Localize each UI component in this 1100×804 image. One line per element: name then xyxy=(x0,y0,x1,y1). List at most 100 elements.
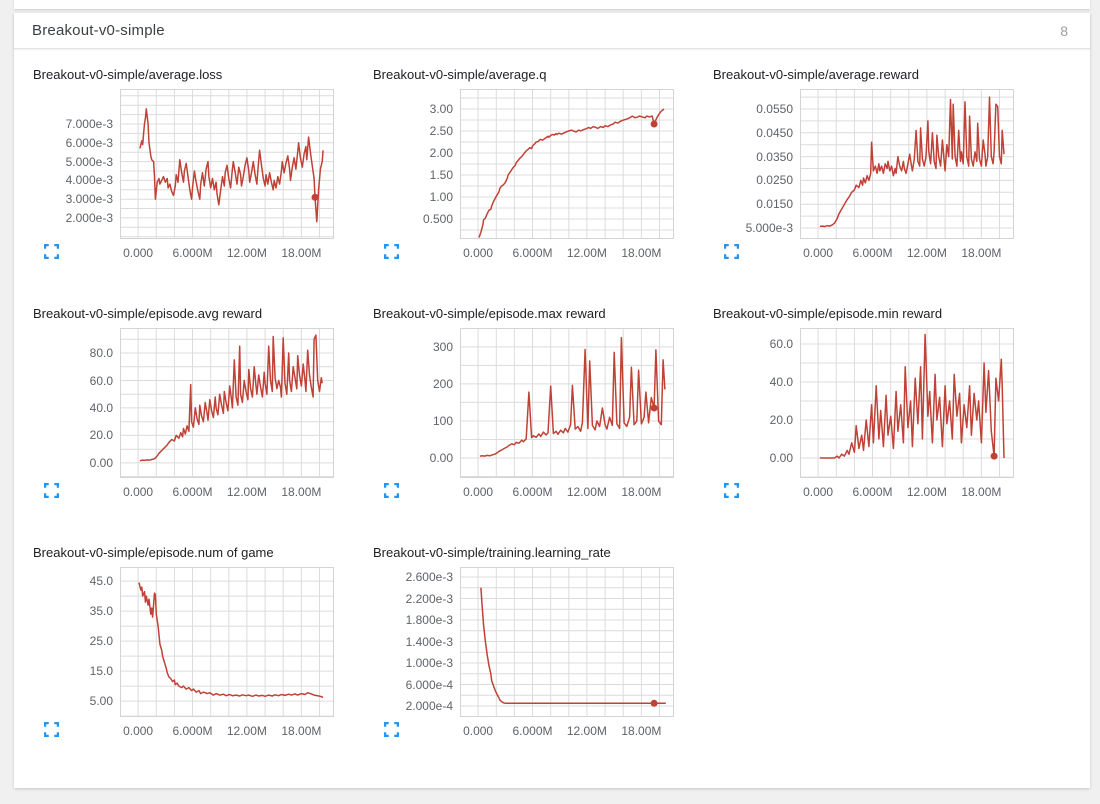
chart-plot[interactable] xyxy=(460,89,674,239)
x-axis-labels: 0.000 6.000M 12.00M 18.00M xyxy=(120,724,334,740)
y-axis-labels: 2.600e-3 2.200e-3 1.800e-3 1.400e-3 1.000e-3… xyxy=(372,567,460,717)
x-axis-labels: 0.000 6.000M 12.00M 18.00M xyxy=(460,485,674,501)
chart-count-badge: 8 xyxy=(1060,22,1068,39)
chart-title: Breakout-v0-simple/episode.min reward xyxy=(713,306,943,321)
chart-card: Breakout-v0-simple/average.reward 0.0550… xyxy=(712,67,1042,266)
latest-point-marker xyxy=(650,699,658,707)
fullscreen-expand-icon[interactable] xyxy=(44,244,59,259)
x-tick-label: 18.00M xyxy=(621,246,662,260)
series-line xyxy=(478,108,665,238)
chart-title: Breakout-v0-simple/episode.avg reward xyxy=(33,306,263,321)
x-tick-label: 12.00M xyxy=(566,246,607,260)
x-tick-label: 6.000M xyxy=(512,724,553,738)
x-tick-label: 0.000 xyxy=(803,485,834,499)
plot-gridlines xyxy=(120,567,334,717)
y-tick-label: 2.200e-3 xyxy=(405,591,453,606)
chart-card: Breakout-v0-simple/episode.max reward 30… xyxy=(372,306,702,505)
x-tick-label: 6.000M xyxy=(172,246,213,260)
plot-gridlines xyxy=(460,89,674,239)
x-tick-label: 18.00M xyxy=(281,246,322,260)
x-tick-label: 6.000M xyxy=(852,246,893,260)
y-tick-label: 100 xyxy=(432,414,453,428)
chart-plot[interactable] xyxy=(800,89,1014,239)
section-header[interactable]: Breakout-v0-simple 8 xyxy=(14,13,1090,49)
y-tick-label: 2.00 xyxy=(429,146,453,160)
x-axis-labels: 0.000 6.000M 12.00M 18.00M xyxy=(800,485,1014,501)
y-tick-label: 6.000e-4 xyxy=(405,677,453,692)
x-axis-labels: 0.000 6.000M 12.00M 18.00M xyxy=(800,246,1014,262)
plot-border xyxy=(800,328,1014,478)
plot-gridlines xyxy=(460,567,674,717)
y-tick-label: 40.0 xyxy=(89,400,113,415)
x-axis-labels: 0.000 6.000M 12.00M 18.00M xyxy=(460,246,674,262)
chart-plot[interactable] xyxy=(120,567,334,717)
y-tick-label: 45.0 xyxy=(89,574,113,589)
y-tick-label: 7.000e-3 xyxy=(65,117,113,131)
y-tick-label: 0.00 xyxy=(89,455,113,470)
fullscreen-expand-icon[interactable] xyxy=(384,244,399,259)
previous-section-edge xyxy=(14,0,1090,9)
x-tick-label: 12.00M xyxy=(906,246,947,260)
y-tick-label: 2.600e-3 xyxy=(405,570,453,584)
y-tick-label: 0.0450 xyxy=(756,125,793,140)
y-tick-label: 4.000e-3 xyxy=(65,173,113,188)
latest-point-marker xyxy=(311,193,319,201)
chart-card: Breakout-v0-simple/average.q 3.00 2.50 2.0… xyxy=(372,67,702,266)
y-tick-label: 15.0 xyxy=(89,664,113,679)
x-tick-label: 18.00M xyxy=(961,485,1002,499)
series-line xyxy=(139,108,324,223)
chart-plot[interactable] xyxy=(800,328,1014,478)
x-tick-label: 6.000M xyxy=(172,485,213,499)
fullscreen-expand-icon[interactable] xyxy=(724,244,739,259)
y-axis-labels: 0.0550 0.0450 0.0350 0.0250 0.0150 5.000e-3 xyxy=(712,89,800,239)
y-tick-label: 80.0 xyxy=(89,346,113,360)
chart-plot[interactable] xyxy=(460,328,674,478)
y-tick-label: 0.0250 xyxy=(756,173,793,188)
chart-title: Breakout-v0-simple/training.learning_rat… xyxy=(373,545,611,560)
y-axis-labels: 3.00 2.50 2.00 1.50 1.00 0.500 xyxy=(372,89,460,239)
fullscreen-expand-icon[interactable] xyxy=(44,722,59,737)
x-tick-label: 0.000 xyxy=(463,246,494,260)
y-tick-label: 5.000e-3 xyxy=(745,221,793,235)
y-tick-label: 35.0 xyxy=(89,604,113,619)
x-tick-label: 0.000 xyxy=(123,724,154,738)
chart-plot[interactable] xyxy=(120,328,334,478)
fullscreen-expand-icon[interactable] xyxy=(384,722,399,737)
fullscreen-expand-icon[interactable] xyxy=(384,483,399,498)
fullscreen-expand-icon[interactable] xyxy=(44,483,59,498)
latest-point-marker xyxy=(650,120,658,128)
x-tick-label: 18.00M xyxy=(621,485,662,499)
y-tick-label: 0.00 xyxy=(429,451,453,465)
x-tick-label: 6.000M xyxy=(512,246,553,260)
x-tick-label: 12.00M xyxy=(566,485,607,499)
y-tick-label: 60.0 xyxy=(769,337,793,351)
y-tick-label: 1.00 xyxy=(429,190,453,204)
y-tick-label: 300 xyxy=(432,339,453,354)
series-line xyxy=(139,334,323,462)
x-tick-label: 6.000M xyxy=(852,485,893,499)
x-tick-label: 0.000 xyxy=(803,246,834,260)
series-line xyxy=(138,582,324,699)
y-tick-label: 2.000e-4 xyxy=(405,699,453,713)
y-tick-label: 1.50 xyxy=(429,168,453,182)
y-tick-label: 25.0 xyxy=(89,634,113,649)
x-axis-labels: 0.000 6.000M 12.00M 18.00M xyxy=(120,485,334,501)
y-tick-label: 2.000e-3 xyxy=(65,210,113,225)
chart-card: Breakout-v0-simple/episode.num of game 4… xyxy=(32,545,362,744)
plot-border xyxy=(800,89,1014,239)
fullscreen-expand-icon[interactable] xyxy=(724,483,739,498)
latest-point-marker xyxy=(650,404,658,412)
x-tick-label: 0.000 xyxy=(123,246,154,260)
x-axis-labels: 0.000 6.000M 12.00M 18.00M xyxy=(120,246,334,262)
chart-plot[interactable] xyxy=(120,89,334,239)
chart-plot[interactable] xyxy=(460,567,674,717)
x-tick-label: 18.00M xyxy=(281,724,322,738)
x-tick-label: 12.00M xyxy=(226,485,267,499)
series-line xyxy=(819,333,1005,459)
chart-title: Breakout-v0-simple/average.reward xyxy=(713,67,919,82)
y-tick-label: 0.0150 xyxy=(756,197,793,212)
x-axis-labels: 0.000 6.000M 12.00M 18.00M xyxy=(460,724,674,740)
chart-title: Breakout-v0-simple/average.q xyxy=(373,67,547,82)
x-tick-label: 18.00M xyxy=(961,246,1002,260)
y-axis-labels: 7.000e-3 6.000e-3 5.000e-3 4.000e-3 3.000e-3… xyxy=(32,89,120,239)
